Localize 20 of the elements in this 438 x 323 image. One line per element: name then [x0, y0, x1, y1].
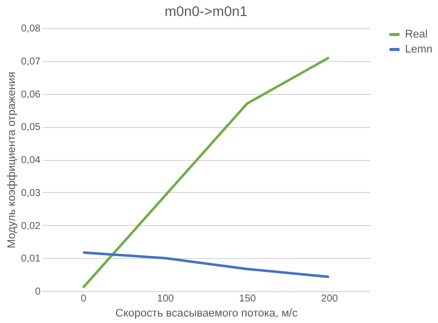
y-tick-label: 0,02 — [21, 220, 41, 232]
x-tick-label: 100 — [157, 294, 174, 304]
y-tick-label: 0,08 — [21, 24, 41, 34]
y-tick-label: 0,01 — [21, 254, 41, 265]
y-tick-label: 0,04 — [21, 155, 41, 166]
y-axis-title: Модуль коэффициента отражения — [6, 72, 18, 248]
y-tick-label: 0,05 — [21, 122, 41, 134]
x-tick-label: 200 — [321, 294, 338, 304]
line-series — [82, 56, 330, 289]
y-tick-label: 0,03 — [21, 188, 41, 199]
x-tick-label: 0 — [80, 294, 87, 304]
legend-label: Lemn — [405, 44, 433, 56]
chart-title: m0n0->m0n1 — [164, 3, 248, 19]
x-tick-label: 150 — [239, 294, 256, 304]
line-series — [82, 251, 330, 278]
y-tick-label: 0 — [34, 286, 41, 298]
x-axis-title: Скорость всасываемого потока, м/с — [115, 308, 298, 320]
y-tick-label: 0,06 — [21, 89, 41, 100]
y-tick-label: 0,07 — [21, 56, 41, 68]
legend-label: Real — [405, 28, 428, 40]
